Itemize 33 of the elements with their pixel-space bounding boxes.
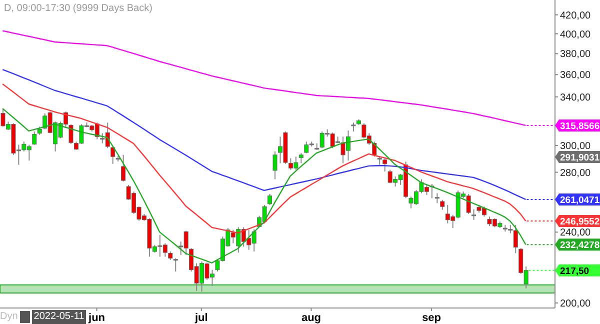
y-tick-label: 200,00 bbox=[560, 298, 592, 310]
y-tick-label: 240,00 bbox=[560, 228, 592, 239]
candlestick bbox=[472, 208, 476, 220]
candlestick bbox=[68, 124, 74, 144]
text: 291,9031 bbox=[560, 152, 600, 164]
x-tick-label: aug bbox=[301, 312, 322, 324]
y-tick-label: 420,00 bbox=[560, 10, 592, 22]
candlestick bbox=[434, 192, 440, 204]
data-label: 315,8566 bbox=[560, 120, 600, 132]
candlestick bbox=[121, 154, 126, 182]
candlestick bbox=[272, 150, 278, 180]
text: 217,50 bbox=[560, 266, 590, 277]
y-tick-label: 280,00 bbox=[560, 168, 592, 179]
y-tick-label: 340,00 bbox=[560, 92, 592, 104]
candlestick bbox=[298, 152, 304, 164]
chart-title: D, 09:00-17:30 (9999 Days Back) bbox=[4, 3, 152, 14]
data-label: 246,9552 bbox=[560, 216, 600, 228]
text: Dyn bbox=[0, 311, 18, 322]
text: 2022-05-11 bbox=[32, 310, 86, 324]
candlestick bbox=[173, 258, 178, 272]
x-tick-label: sep bbox=[422, 312, 442, 324]
candlestick bbox=[32, 130, 37, 146]
data-label: 232,4278 bbox=[560, 240, 600, 252]
candlestick bbox=[382, 158, 388, 172]
y-tick-label: 360,00 bbox=[560, 70, 592, 82]
data-label: 261,0471 bbox=[560, 194, 600, 206]
candlestick bbox=[268, 193, 272, 206]
candlestick bbox=[440, 199, 445, 210]
y-tick-label: 300,00 bbox=[560, 141, 592, 152]
y-tick-label: 400,00 bbox=[560, 29, 592, 40]
y-tick-label: 380,00 bbox=[560, 49, 592, 60]
x-tick-label: jun bbox=[88, 312, 106, 324]
x-tick-label: jul bbox=[194, 312, 208, 324]
